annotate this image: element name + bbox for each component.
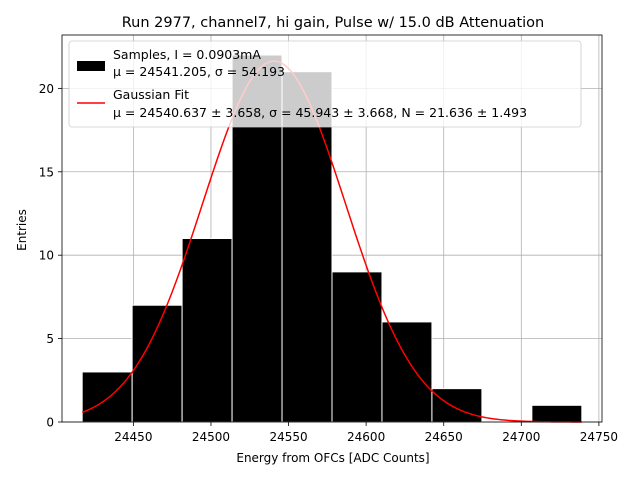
x-tick-label: 24650 — [425, 430, 463, 444]
legend-fit-label-line1: Gaussian Fit — [113, 87, 189, 102]
y-tick-label: 15 — [39, 165, 54, 179]
axis-ticks: 24450 24500 24550 24600 24650 24700 24750 0 5 10 1… — [39, 82, 618, 444]
y-tick-label: 5 — [46, 332, 54, 346]
histogram-bar — [181, 238, 233, 423]
y-tick-label: 20 — [39, 82, 54, 96]
histogram-bar — [81, 371, 133, 423]
chart-title: Run 2977, channel7, hi gain, Pulse w/ 15… — [122, 15, 545, 31]
y-tick-label: 0 — [46, 416, 54, 430]
x-axis-label: Energy from OFCs [ADC Counts] — [236, 451, 429, 465]
x-tick-label: 24550 — [269, 430, 307, 444]
histogram-bar — [431, 388, 483, 423]
plot-frame — [61, 34, 603, 423]
y-tick-label: 10 — [39, 249, 54, 263]
histogram-bar — [381, 321, 433, 423]
histogram-bar — [131, 304, 183, 423]
x-tick-label: 24600 — [347, 430, 385, 444]
legend-box — [68, 40, 582, 128]
legend: Samples, I = 0.0903mA μ = 24541.205, σ =… — [68, 40, 582, 128]
legend-histogram-label-line1: Samples, I = 0.0903mA — [113, 47, 261, 62]
x-tick-label: 24750 — [580, 430, 618, 444]
fit-curve-layer — [81, 60, 582, 423]
x-tick-label: 24700 — [502, 430, 540, 444]
gaussian-fit-curve — [81, 60, 582, 423]
legend-fit-label-line2: μ = 24540.637 ± 3.658, σ = 45.943 ± 3.66… — [113, 105, 527, 120]
histogram-bar — [531, 404, 583, 423]
x-tick-label: 24500 — [192, 430, 230, 444]
legend-histogram-label-line2: μ = 24541.205, σ = 54.193 — [113, 64, 285, 79]
x-tick-label: 24450 — [114, 430, 152, 444]
y-axis-label: Entries — [15, 209, 29, 251]
legend-histogram-swatch — [77, 61, 105, 71]
histogram-bar — [331, 271, 383, 423]
